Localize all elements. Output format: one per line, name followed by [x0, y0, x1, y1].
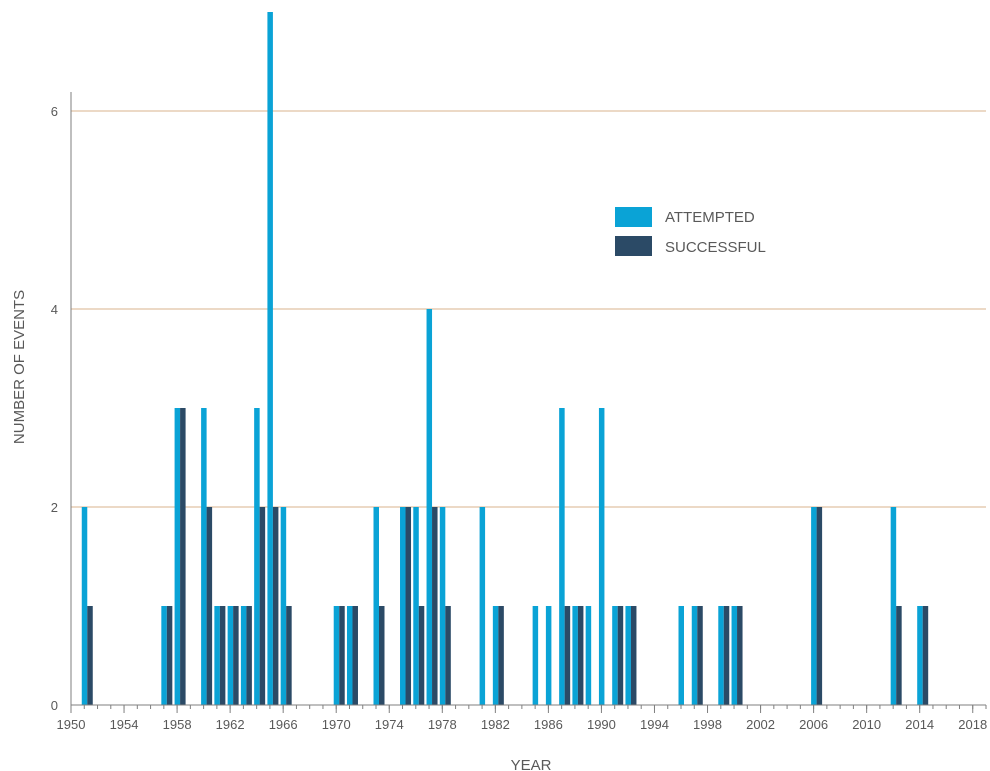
bar-attempted: [214, 606, 220, 705]
bar-successful: [445, 606, 451, 705]
legend-label-attempted: ATTEMPTED: [665, 209, 755, 226]
legend-swatch-attempted: [615, 207, 652, 227]
bar-successful: [697, 606, 703, 705]
bar-successful: [816, 507, 823, 705]
bar-successful: [272, 507, 279, 705]
bar-attempted: [811, 507, 817, 705]
bar-attempted: [81, 507, 88, 705]
bar-attempted: [917, 606, 923, 705]
bar-attempted: [346, 606, 353, 705]
bar-successful: [630, 606, 637, 705]
x-tick-labels: 1950 1954 1958 1962 1966 1970 1974 1978 1982 1986…: [57, 717, 988, 732]
bar-attempted: [426, 309, 433, 705]
bar-attempted: [267, 12, 273, 705]
x-tick-label: 1994: [640, 717, 669, 732]
bar-attempted: [280, 507, 287, 705]
x-tick-label: 2018: [958, 717, 987, 732]
bar-attempted: [572, 606, 578, 705]
bar-successful: [87, 606, 93, 705]
x-tick-label: 1982: [481, 717, 510, 732]
bar-attempted: [400, 507, 406, 705]
bar-attempted: [479, 507, 486, 705]
bar-successful: [723, 606, 730, 705]
bar-successful: [498, 606, 504, 705]
bar-successful: [259, 507, 266, 705]
x-tick-label: 1978: [428, 717, 457, 732]
legend-label-successful: SUCCESSFUL: [665, 239, 766, 256]
gridlines: [71, 110, 986, 508]
x-tick-label: 1966: [269, 717, 298, 732]
bar-successful: [432, 507, 438, 705]
x-tick-label: 1986: [534, 717, 563, 732]
x-tick-label: 1990: [587, 717, 616, 732]
bar-successful: [922, 606, 929, 705]
legend: ATTEMPTED SUCCESSFUL: [615, 207, 766, 256]
bar-attempted: [227, 606, 234, 705]
bar-successful: [896, 606, 902, 705]
x-tick-label: 1998: [693, 717, 722, 732]
y-tick-labels: 0 2 4 6: [51, 104, 58, 713]
bar-attempted: [559, 408, 565, 705]
bar-attempted: [890, 507, 897, 705]
bar-successful: [286, 606, 292, 705]
y-tick-label: 2: [51, 500, 58, 515]
bar-attempted: [691, 606, 698, 705]
bar-successful: [617, 606, 624, 705]
bar-attempted: [492, 606, 499, 705]
x-tick-label: 1974: [375, 717, 404, 732]
bar-successful: [737, 606, 743, 705]
bar-attempted: [413, 507, 419, 705]
bar-successful: [577, 606, 584, 705]
x-axis-title: YEAR: [511, 757, 552, 771]
bar-attempted: [612, 606, 618, 705]
bar-successful: [379, 606, 385, 705]
bar-successful: [180, 408, 186, 705]
bar-successful: [352, 606, 358, 705]
bar-attempted: [532, 606, 539, 705]
x-tick-label: 2014: [905, 717, 934, 732]
bar-successful: [166, 606, 173, 705]
bar-successful: [418, 606, 425, 705]
bar-successful: [206, 507, 213, 705]
bar-attempted: [718, 606, 724, 705]
bar-successful: [219, 606, 226, 705]
bar-attempted: [678, 606, 684, 705]
bar-successful: [339, 606, 345, 705]
bar-attempted: [254, 408, 260, 705]
y-axis-title: NUMBER OF EVENTS: [11, 290, 28, 444]
y-tick-label: 6: [51, 104, 58, 119]
y-tick-label: 0: [51, 698, 58, 713]
bar-attempted: [240, 606, 247, 705]
bar-attempted: [333, 606, 340, 705]
bar-attempted: [731, 606, 738, 705]
x-tick-label: 1958: [163, 717, 192, 732]
bar-attempted: [161, 606, 167, 705]
bar-successful: [564, 606, 571, 705]
bar-attempted: [439, 507, 446, 705]
x-tick-label: 1954: [110, 717, 139, 732]
x-tick-label: 2006: [799, 717, 828, 732]
axes: [70, 92, 987, 713]
x-tick-label: 1962: [216, 717, 245, 732]
bar-successful: [233, 606, 239, 705]
x-tick-label: 2002: [746, 717, 775, 732]
bar-attempted: [373, 507, 379, 705]
bar-attempted: [545, 606, 552, 705]
bar-attempted: [625, 606, 631, 705]
bar-attempted: [585, 606, 592, 705]
x-tick-label: 1950: [57, 717, 86, 732]
bar-attempted: [201, 408, 207, 705]
bars-group: [81, 12, 929, 705]
legend-swatch-successful: [615, 236, 652, 256]
x-tick-label: 2010: [852, 717, 881, 732]
bar-successful: [246, 606, 252, 705]
bar-successful: [405, 507, 412, 705]
bar-attempted: [598, 408, 605, 705]
bar-attempted: [174, 408, 181, 705]
x-tick-label: 1970: [322, 717, 351, 732]
y-tick-label: 4: [51, 302, 58, 317]
